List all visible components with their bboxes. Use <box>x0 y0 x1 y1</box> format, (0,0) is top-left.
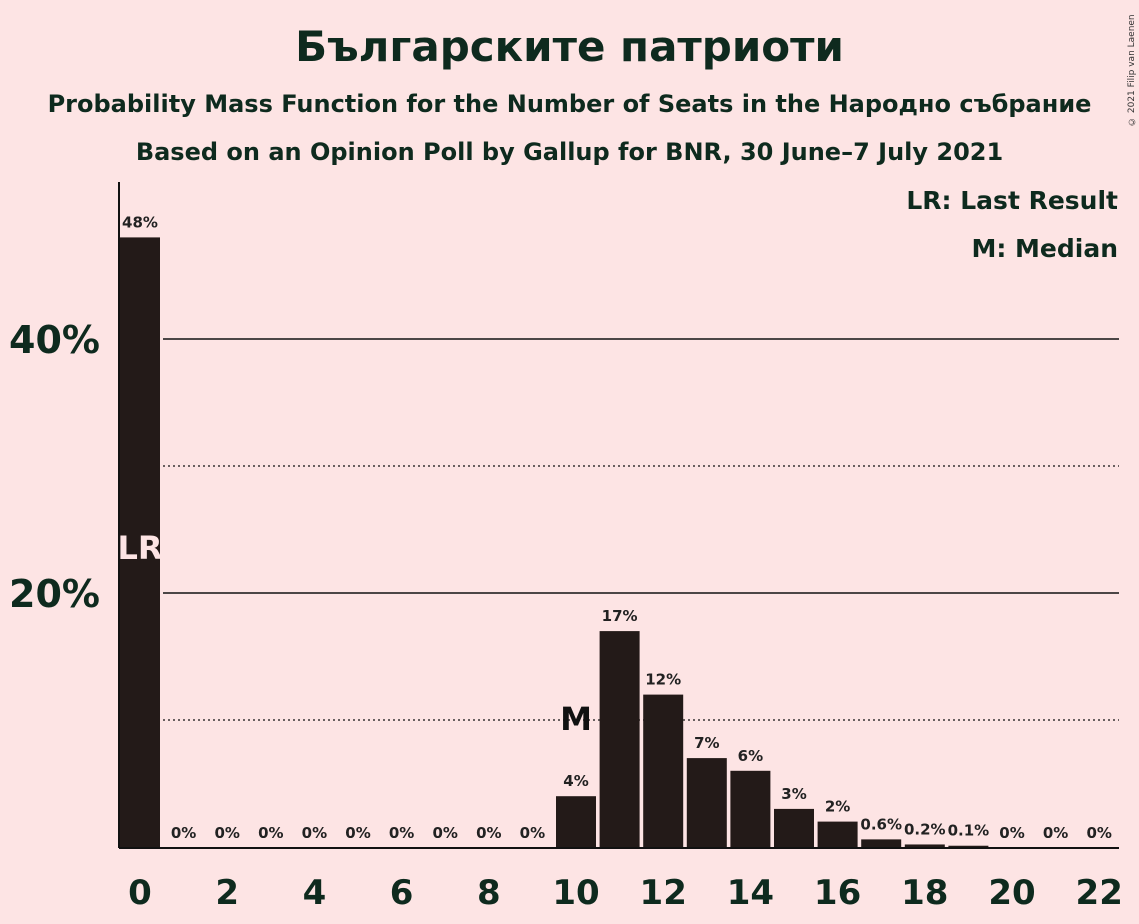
bar <box>556 796 596 847</box>
bar-value-label: 0.1% <box>948 822 990 840</box>
y-tick-label: 20% <box>9 572 100 616</box>
bar-value-label: 17% <box>602 607 638 625</box>
legend-median: M: Median <box>971 234 1118 263</box>
bar-value-label: 0% <box>214 824 239 842</box>
x-tick-label: 4 <box>303 873 327 913</box>
bar-value-label: 0% <box>432 824 457 842</box>
bar-value-label: 12% <box>645 671 681 689</box>
bar-value-label: 0.6% <box>860 815 902 833</box>
bar-value-label: 6% <box>738 747 763 765</box>
bar-value-label: 48% <box>122 213 158 231</box>
bar-value-label: 0% <box>1043 824 1068 842</box>
chart-title: Българските патриоти <box>295 22 844 71</box>
bar <box>686 758 727 847</box>
bar-value-label: 7% <box>694 734 719 752</box>
bar <box>643 694 684 847</box>
x-tick-label: 6 <box>390 873 414 913</box>
bar <box>774 808 814 847</box>
bar-value-label: 0.2% <box>904 820 946 838</box>
bar-value-label: 0% <box>520 824 545 842</box>
bar-value-label: 0% <box>171 824 196 842</box>
bar-value-label: 0% <box>258 824 283 842</box>
bar <box>861 839 902 847</box>
chart-source: Based on an Opinion Poll by Gallup for B… <box>135 138 1004 166</box>
bar-value-label: 2% <box>825 798 850 816</box>
x-tick-label: 20 <box>988 873 1035 913</box>
last-result-marker: LR <box>117 529 162 567</box>
x-tick-label: 12 <box>640 873 687 913</box>
x-tick-label: 18 <box>901 873 948 913</box>
chart-subtitle: Probability Mass Function for the Number… <box>47 90 1092 118</box>
bar-value-label: 0% <box>476 824 501 842</box>
x-tick-label: 14 <box>727 873 774 913</box>
bar-value-label: 0% <box>302 824 327 842</box>
x-tick-label: 8 <box>477 873 501 913</box>
median-marker: M <box>560 700 592 738</box>
bar-value-label: 0% <box>389 824 414 842</box>
x-tick-label: 16 <box>814 873 861 913</box>
x-tick-label: 0 <box>128 873 152 913</box>
x-tick-label: 2 <box>215 873 239 913</box>
bar-value-label: 3% <box>781 785 806 803</box>
x-tick-label: 10 <box>552 873 599 913</box>
bar <box>599 631 640 847</box>
bar-value-label: 0% <box>1086 824 1111 842</box>
bar <box>817 821 858 847</box>
bar <box>904 844 945 847</box>
x-tick-label: 22 <box>1076 873 1123 913</box>
y-tick-label: 40% <box>9 318 100 362</box>
bar-value-label: 0% <box>999 824 1024 842</box>
bar <box>120 237 160 847</box>
bar-value-label: 4% <box>563 772 588 790</box>
bar-value-label: 0% <box>345 824 370 842</box>
bar <box>730 770 771 847</box>
legend-last-result: LR: Last Result <box>906 186 1118 215</box>
bar <box>948 845 989 847</box>
